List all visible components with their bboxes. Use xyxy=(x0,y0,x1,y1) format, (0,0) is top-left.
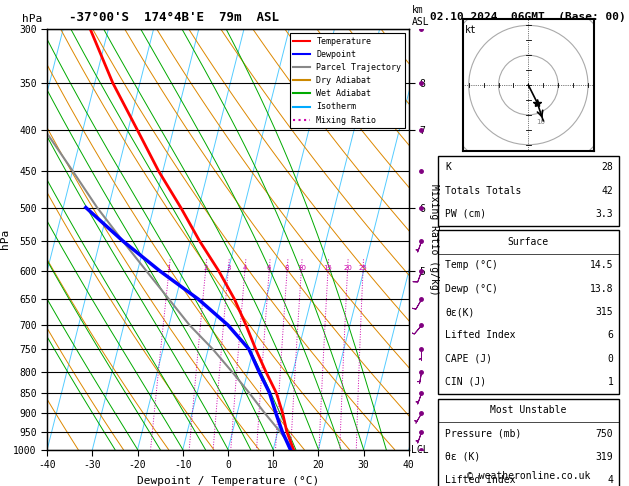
Text: 6: 6 xyxy=(608,330,613,340)
Y-axis label: hPa: hPa xyxy=(1,229,11,249)
Text: K: K xyxy=(445,162,451,172)
Text: 1: 1 xyxy=(608,377,613,387)
Bar xyxy=(438,230,619,394)
Text: Temp (°C): Temp (°C) xyxy=(445,260,498,270)
Text: Totals Totals: Totals Totals xyxy=(445,186,521,195)
Text: Lifted Index: Lifted Index xyxy=(445,330,516,340)
Text: 4: 4 xyxy=(243,265,247,271)
Text: 6: 6 xyxy=(267,265,272,271)
Bar xyxy=(438,399,619,486)
Text: 20: 20 xyxy=(343,265,352,271)
Text: 2: 2 xyxy=(203,265,208,271)
Text: CIN (J): CIN (J) xyxy=(445,377,486,387)
Text: km
ASL: km ASL xyxy=(412,5,430,27)
Text: 4: 4 xyxy=(608,475,613,485)
Text: 8: 8 xyxy=(285,265,289,271)
Text: CAPE (J): CAPE (J) xyxy=(445,354,493,364)
Text: θε (K): θε (K) xyxy=(445,452,481,462)
X-axis label: Dewpoint / Temperature (°C): Dewpoint / Temperature (°C) xyxy=(137,475,319,486)
Text: -37°00'S  174°4B'E  79m  ASL: -37°00'S 174°4B'E 79m ASL xyxy=(69,11,279,24)
Text: kt: kt xyxy=(465,25,477,35)
Text: PW (cm): PW (cm) xyxy=(445,209,486,219)
Text: Most Unstable: Most Unstable xyxy=(490,405,567,415)
Text: 25: 25 xyxy=(359,265,367,271)
Text: 28: 28 xyxy=(601,162,613,172)
Text: 3: 3 xyxy=(226,265,230,271)
Bar xyxy=(438,156,619,226)
Text: 14.5: 14.5 xyxy=(590,260,613,270)
Text: 10: 10 xyxy=(536,119,545,125)
Text: 0: 0 xyxy=(608,354,613,364)
Text: Pressure (mb): Pressure (mb) xyxy=(445,429,521,438)
Text: 319: 319 xyxy=(596,452,613,462)
Text: 13.8: 13.8 xyxy=(590,284,613,294)
Text: 315: 315 xyxy=(596,307,613,317)
Text: 02.10.2024  06GMT  (Base: 00): 02.10.2024 06GMT (Base: 00) xyxy=(430,12,626,22)
Text: Surface: Surface xyxy=(508,237,549,247)
Text: 42: 42 xyxy=(601,186,613,195)
Text: 750: 750 xyxy=(596,429,613,438)
Legend: Temperature, Dewpoint, Parcel Trajectory, Dry Adiabat, Wet Adiabat, Isotherm, Mi: Temperature, Dewpoint, Parcel Trajectory… xyxy=(290,34,404,128)
Text: θε(K): θε(K) xyxy=(445,307,475,317)
Text: Lifted Index: Lifted Index xyxy=(445,475,516,485)
Y-axis label: Mixing Ratio (g/kg): Mixing Ratio (g/kg) xyxy=(429,184,439,295)
Text: 3.3: 3.3 xyxy=(596,209,613,219)
Text: 15: 15 xyxy=(323,265,332,271)
Text: Dewp (°C): Dewp (°C) xyxy=(445,284,498,294)
Text: 10: 10 xyxy=(297,265,306,271)
Text: LCL: LCL xyxy=(411,445,428,454)
Text: © weatheronline.co.uk: © weatheronline.co.uk xyxy=(467,471,590,481)
Text: 1: 1 xyxy=(167,265,171,271)
Text: hPa: hPa xyxy=(22,14,42,24)
